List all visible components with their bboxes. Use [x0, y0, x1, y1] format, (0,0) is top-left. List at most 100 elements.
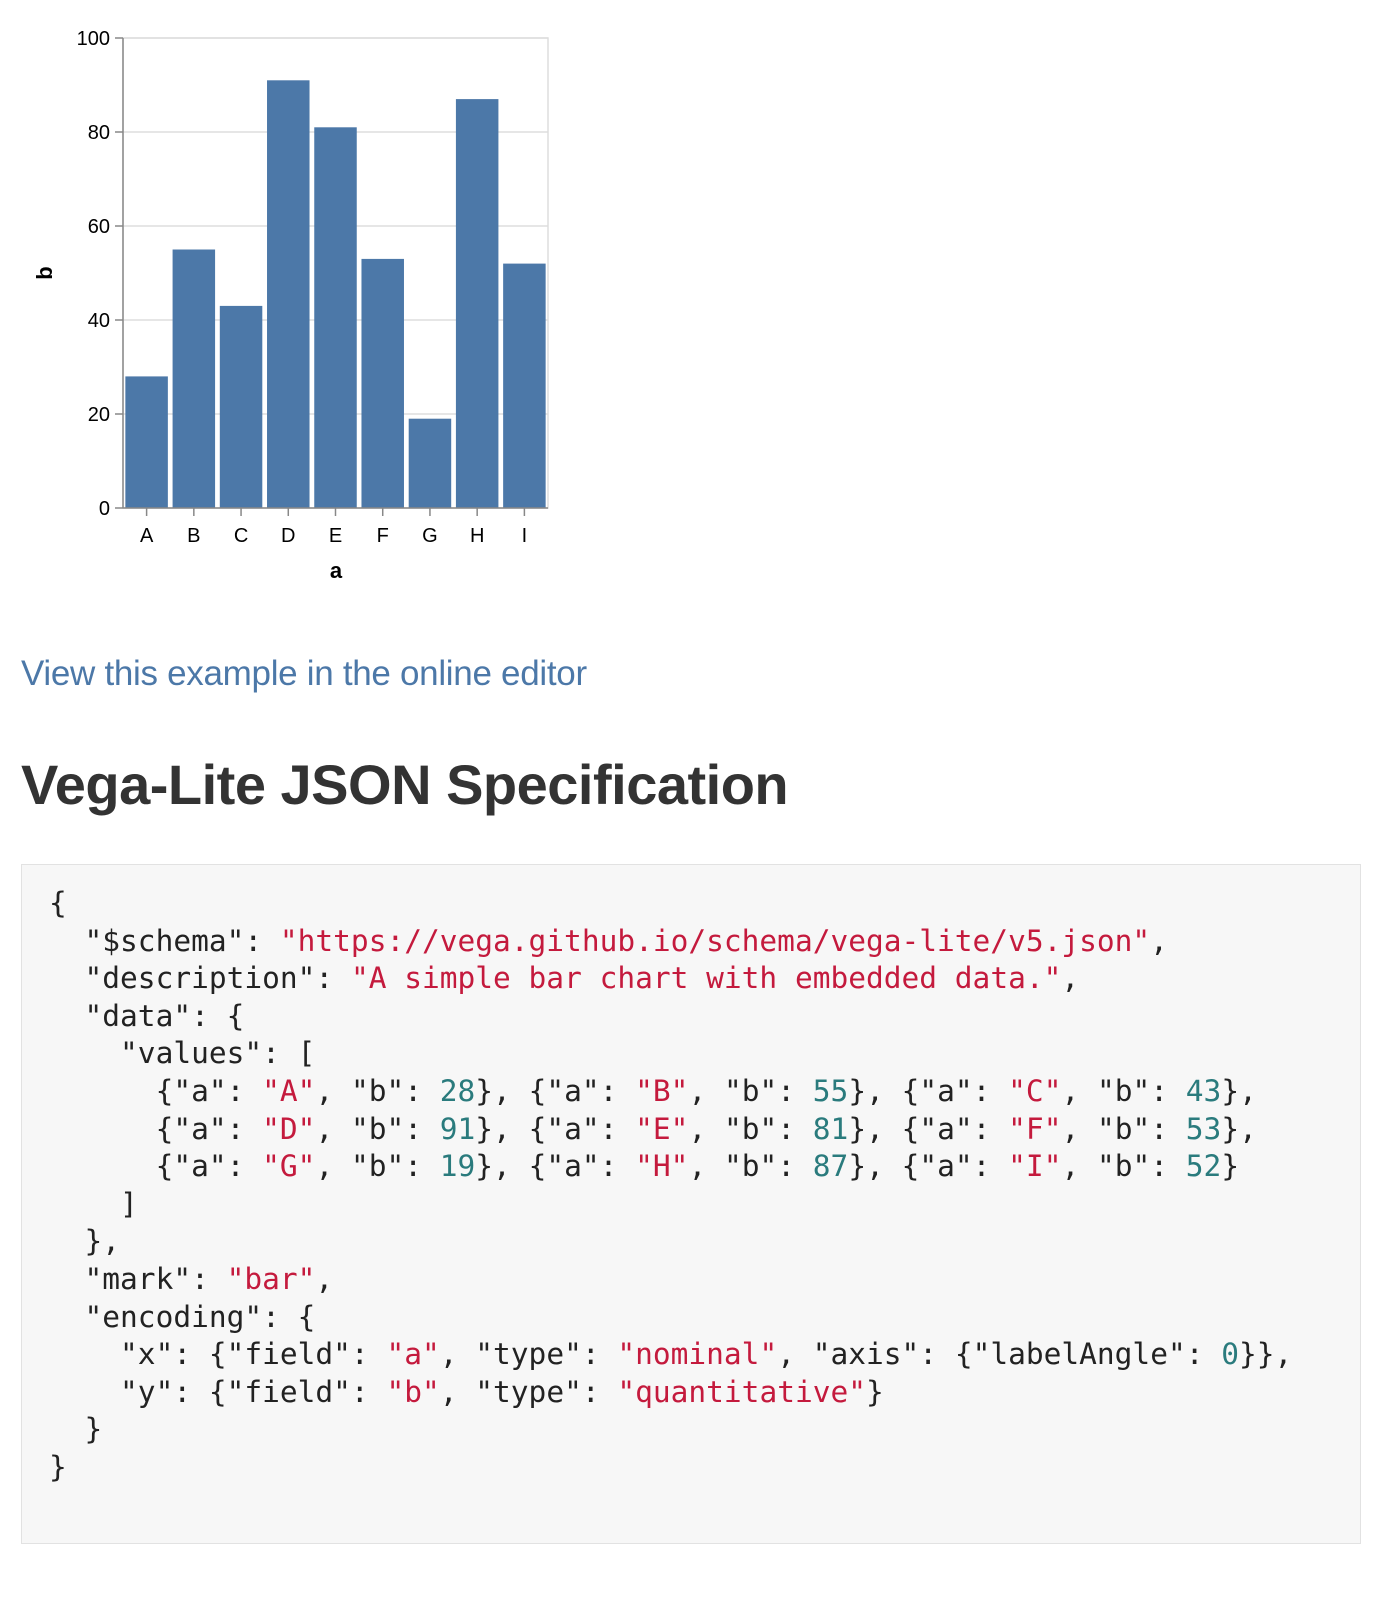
code-punctuation: }, {"a":: [475, 1073, 636, 1108]
bar-e: [314, 127, 357, 509]
online-editor-link[interactable]: View this example in the online editor: [21, 654, 587, 693]
code-punctuation: ,: [1061, 961, 1080, 996]
code-string: "A": [262, 1073, 316, 1108]
code-string: "bar": [226, 1261, 316, 1296]
y-axis-title: b: [32, 266, 57, 279]
code-punctuation: "mark":: [49, 1261, 227, 1296]
code-punctuation: }: [1221, 1149, 1240, 1184]
x-tick-label: I: [522, 525, 528, 547]
code-number: 52: [1185, 1149, 1222, 1184]
bar-i: [503, 263, 546, 508]
code-string: "a": [386, 1337, 440, 1372]
code-line: {: [49, 886, 67, 920]
code-number: 55: [812, 1073, 849, 1108]
code-line: {"a": "A", "b": 28}, {"a": "B", "b": 55}…: [49, 1074, 1257, 1108]
bar-h: [455, 99, 499, 508]
code-string: "quantitative": [617, 1374, 867, 1409]
code-number: 53: [1185, 1111, 1222, 1146]
x-tick-label: G: [422, 525, 438, 547]
code-punctuation: , "b":: [315, 1111, 440, 1146]
code-line: "y": {"field": "b", "type": "quantitativ…: [49, 1375, 884, 1409]
code-punctuation: , "b":: [315, 1149, 440, 1184]
code-punctuation: }, {"a":: [848, 1111, 1009, 1146]
code-punctuation: "values": [: [49, 1036, 316, 1071]
code-punctuation: ,: [315, 1261, 334, 1296]
code-number: 91: [439, 1111, 476, 1146]
code-line: ]: [49, 1187, 138, 1221]
code-line: }: [49, 1412, 103, 1447]
bar-d: [267, 80, 310, 509]
code-punctuation: }: [49, 1449, 67, 1484]
code-punctuation: }: [866, 1374, 884, 1409]
y-tick-label: 60: [88, 216, 110, 238]
code-punctuation: "$schema":: [49, 923, 280, 958]
code-punctuation: , "b":: [1061, 1149, 1186, 1184]
x-tick-label: H: [470, 525, 484, 547]
code-number: 43: [1185, 1073, 1222, 1108]
x-tick-label: B: [187, 525, 200, 547]
code-number: 28: [439, 1073, 476, 1108]
code-line: },: [49, 1224, 121, 1259]
bar-a: [125, 376, 168, 508]
code-punctuation: }, {"a":: [848, 1149, 1009, 1184]
code-string: "D": [262, 1111, 316, 1146]
code-punctuation: "x": {"field":: [49, 1337, 387, 1372]
x-tick-label: C: [234, 525, 248, 547]
bar-g: [408, 418, 452, 508]
x-axis-title: a: [330, 558, 343, 583]
code-line: {"a": "D", "b": 91}, {"a": "E", "b": 81}…: [49, 1112, 1257, 1146]
code-string: "C": [1008, 1073, 1062, 1108]
json-spec-code: { "$schema": "https://vega.github.io/sch…: [49, 885, 1360, 1487]
code-number: 81: [812, 1111, 849, 1146]
x-tick-label: F: [377, 525, 389, 547]
code-number: 19: [439, 1149, 476, 1184]
code-line: "encoding": {: [49, 1299, 316, 1334]
code-string: "nominal": [617, 1337, 778, 1372]
code-punctuation: }, {"a":: [475, 1111, 636, 1146]
code-punctuation: }},: [1239, 1337, 1293, 1372]
code-punctuation: ]: [49, 1186, 138, 1221]
code-line: "description": "A simple bar chart with …: [49, 961, 1080, 996]
code-punctuation: "encoding": {: [49, 1299, 316, 1334]
code-punctuation: },: [1221, 1111, 1257, 1146]
code-string: "https://vega.github.io/schema/vega-lite…: [279, 923, 1151, 958]
y-tick-label: 20: [88, 404, 110, 426]
code-punctuation: {"a":: [49, 1149, 263, 1184]
code-line: "x": {"field": "a", "type": "nominal", "…: [49, 1337, 1292, 1371]
code-punctuation: , "axis": {"labelAngle":: [777, 1337, 1222, 1372]
code-line: {"a": "G", "b": 19}, {"a": "H", "b": 87}…: [49, 1149, 1240, 1184]
code-punctuation: {"a":: [49, 1073, 263, 1108]
bar-b: [172, 249, 216, 508]
code-line: "mark": "bar",: [49, 1261, 334, 1296]
code-punctuation: , "b":: [688, 1149, 813, 1184]
spec-heading: Vega-Lite JSON Specification: [21, 753, 789, 816]
x-tick-label: D: [281, 525, 295, 547]
code-punctuation: },: [49, 1224, 121, 1259]
code-punctuation: "y": {"field":: [49, 1374, 387, 1409]
code-punctuation: , "b":: [1061, 1111, 1186, 1146]
code-punctuation: , "b":: [1061, 1073, 1186, 1108]
code-string: "I": [1008, 1149, 1062, 1184]
code-string: "H": [635, 1149, 689, 1184]
code-line: "data": {: [49, 998, 245, 1033]
code-number: 0: [1221, 1337, 1239, 1372]
code-string: "G": [262, 1149, 316, 1184]
x-tick-label: A: [140, 525, 154, 547]
y-tick-label: 40: [88, 310, 110, 332]
code-number: 87: [812, 1149, 849, 1184]
y-tick-label: 100: [77, 28, 110, 50]
code-punctuation: , "type":: [439, 1337, 618, 1372]
code-punctuation: , "b":: [315, 1073, 440, 1108]
x-tick-label: E: [329, 525, 342, 547]
y-tick-label: 80: [88, 122, 110, 144]
code-punctuation: }: [49, 1412, 103, 1447]
code-string: "E": [635, 1111, 689, 1146]
code-string: "A simple bar chart with embedded data.": [350, 961, 1062, 996]
json-spec-code-block: { "$schema": "https://vega.github.io/sch…: [21, 864, 1361, 1544]
code-punctuation: {: [49, 886, 67, 920]
code-punctuation: , "type":: [439, 1374, 618, 1409]
code-punctuation: "data": {: [49, 998, 245, 1033]
chart-axes: 0 20 40 60 80 100 A B C D E F G H I: [77, 28, 548, 547]
code-string: "b": [386, 1374, 440, 1409]
y-tick-label: 0: [99, 498, 110, 520]
